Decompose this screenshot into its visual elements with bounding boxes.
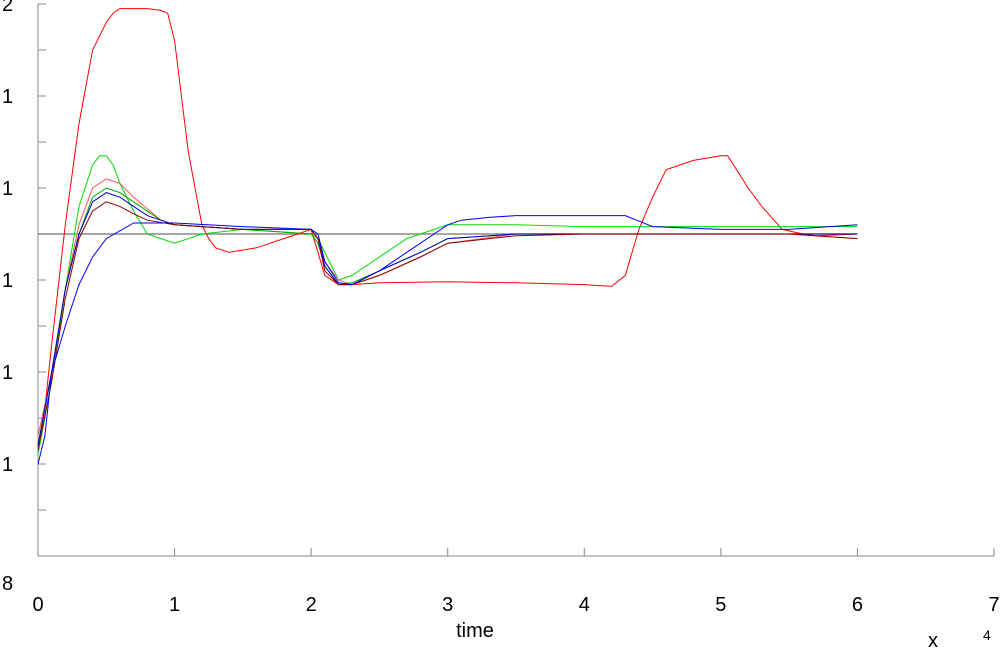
y-tick-label: 1 bbox=[2, 454, 13, 476]
x-tick-label: 3 bbox=[442, 594, 453, 616]
x-tick-label: 4 bbox=[579, 594, 590, 616]
y-tick-label: 1 bbox=[2, 270, 13, 292]
series-line-6 bbox=[37, 201, 858, 451]
series-line-3 bbox=[37, 178, 858, 437]
series-line-2 bbox=[37, 155, 858, 455]
x-tick-label: 2 bbox=[306, 594, 317, 616]
y-tick-label: 1 bbox=[2, 362, 13, 384]
series-line-5 bbox=[37, 192, 858, 446]
x-tick-label: 6 bbox=[852, 594, 863, 616]
y-tick-label: 1 bbox=[2, 86, 13, 108]
x-tick-label: 1 bbox=[169, 594, 180, 616]
y-tick-label: 1 bbox=[2, 178, 13, 200]
y-tick-label: 2 bbox=[2, 0, 13, 16]
x-exponent-base: x bbox=[928, 630, 938, 649]
x-exponent-power: 4 bbox=[983, 627, 991, 643]
y-corner-label: 8 bbox=[2, 573, 13, 595]
series-line-7 bbox=[37, 215, 858, 465]
x-tick-label: 7 bbox=[988, 594, 999, 616]
axes bbox=[37, 3, 995, 557]
x-tick-label: 0 bbox=[32, 594, 43, 616]
x-axis-title: time bbox=[456, 620, 494, 642]
series-group bbox=[37, 8, 858, 465]
x-tick-label: 5 bbox=[715, 594, 726, 616]
